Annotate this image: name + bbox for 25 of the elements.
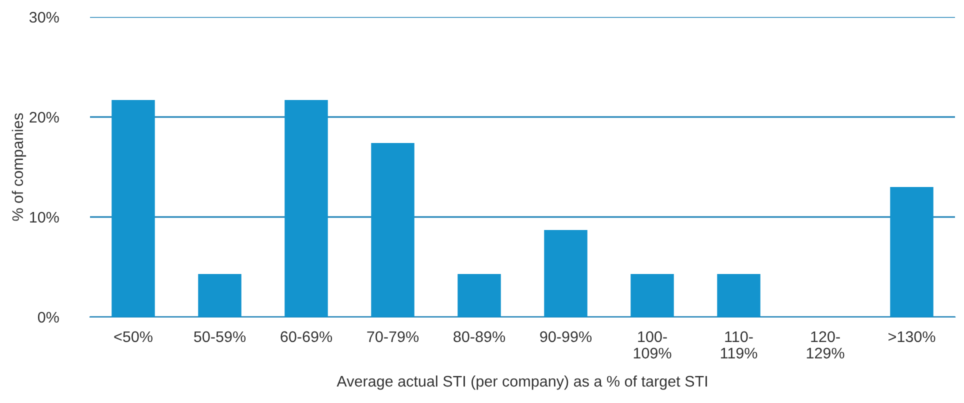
x-tick-label: <50%	[114, 331, 152, 342]
bar	[717, 274, 760, 317]
y-tick-label: 0%	[38, 312, 59, 323]
x-tick-label: 90-99%	[540, 331, 592, 342]
bar	[544, 230, 588, 317]
y-tick-label: 10%	[30, 212, 59, 223]
bar	[630, 274, 674, 317]
x-tick-label: 50-59%	[194, 331, 246, 342]
x-tick-label: >130%	[888, 331, 936, 342]
bar	[284, 100, 328, 317]
bar	[198, 274, 242, 317]
x-tick-label: 120- 129%	[806, 331, 844, 359]
bar	[371, 143, 414, 317]
x-tick-label: 100- 109%	[634, 331, 672, 359]
bar	[112, 100, 155, 317]
bar	[458, 274, 501, 317]
x-axis-title: Average actual STI (per company) as a % of target STI	[336, 375, 707, 390]
y-tick-label: 20%	[30, 112, 59, 123]
y-axis-title: % of companies	[12, 113, 26, 221]
x-tick-label: 80-89%	[454, 331, 506, 342]
x-tick-label: 60-69%	[280, 331, 332, 342]
bar	[890, 187, 934, 317]
x-tick-label: 110- 119%	[720, 331, 758, 359]
y-tick-label: 30%	[29, 12, 59, 23]
x-tick-label: 70-79%	[367, 331, 419, 342]
